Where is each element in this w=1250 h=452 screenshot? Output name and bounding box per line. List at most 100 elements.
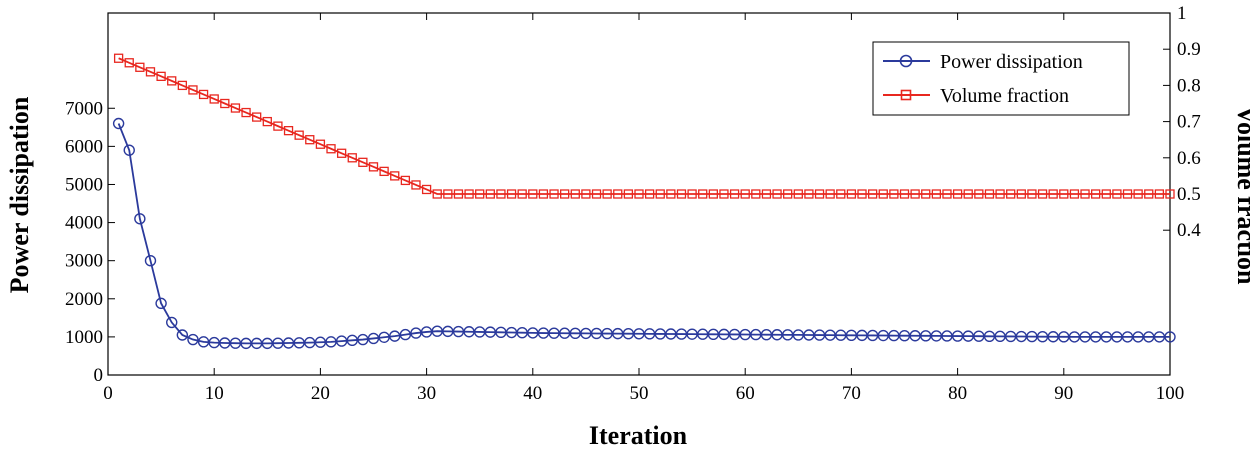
point-volume-fraction — [156, 71, 166, 81]
point-volume-fraction — [443, 189, 453, 199]
point-volume-fraction — [400, 175, 411, 186]
point-power-dissipation — [134, 213, 146, 225]
legend-box — [872, 41, 1130, 116]
point-volume-fraction — [273, 121, 283, 131]
point-volume-fraction — [634, 189, 644, 199]
point-power-dissipation — [389, 330, 401, 342]
point-volume-fraction — [220, 98, 230, 109]
legend-marker-volume-fraction — [900, 89, 912, 101]
y-tick-label-right: 0.5 — [1177, 184, 1201, 205]
y-tick-label-right: 1 — [1177, 3, 1187, 24]
point-power-dissipation — [378, 331, 390, 343]
point-volume-fraction — [1006, 189, 1016, 199]
point-volume-fraction — [1122, 189, 1133, 199]
point-power-dissipation — [1164, 331, 1176, 343]
point-volume-fraction — [464, 189, 474, 199]
point-volume-fraction — [549, 189, 559, 199]
point-volume-fraction — [666, 189, 676, 199]
y-tick-label-right: 0.4 — [1177, 220, 1201, 241]
point-volume-fraction — [506, 189, 517, 199]
y-tick-label-left: 6000 — [65, 136, 103, 157]
y-tick-label-left: 4000 — [65, 213, 103, 234]
point-volume-fraction — [475, 189, 485, 199]
x-tick-label: 10 — [205, 383, 224, 404]
point-volume-fraction — [867, 189, 878, 199]
y-tick-label-left: 1000 — [65, 327, 103, 348]
point-volume-fraction — [496, 189, 506, 199]
point-volume-fraction — [347, 153, 357, 163]
point-volume-fraction — [1091, 189, 1101, 199]
point-volume-fraction — [1037, 189, 1048, 199]
y-tick-label-left: 5000 — [65, 174, 103, 195]
x-tick-label: 50 — [630, 383, 649, 404]
point-volume-fraction — [857, 189, 867, 199]
point-volume-fraction — [644, 189, 655, 199]
point-volume-fraction — [804, 189, 814, 199]
point-volume-fraction — [145, 67, 156, 77]
point-volume-fraction — [294, 130, 304, 140]
point-volume-fraction — [135, 62, 145, 72]
point-volume-fraction — [538, 189, 549, 199]
point-volume-fraction — [761, 189, 772, 199]
point-volume-fraction — [1112, 189, 1122, 199]
point-volume-fraction — [825, 189, 835, 199]
point-volume-fraction — [591, 189, 602, 199]
point-power-dissipation — [367, 332, 380, 345]
point-volume-fraction — [793, 189, 803, 199]
y-tick-label-right: 0.8 — [1177, 75, 1201, 96]
point-volume-fraction — [602, 189, 612, 199]
point-volume-fraction — [719, 189, 729, 199]
point-volume-fraction — [517, 189, 527, 199]
y-tick-label-left: 7000 — [65, 98, 103, 119]
x-tick-label: 20 — [311, 383, 330, 404]
point-power-dissipation — [123, 144, 135, 156]
point-power-dissipation — [399, 328, 412, 341]
point-volume-fraction — [315, 139, 326, 149]
point-volume-fraction — [283, 126, 294, 136]
point-volume-fraction — [1059, 189, 1069, 199]
legend-marker-power-dissipation — [899, 54, 913, 68]
y-axis-title-left: Power dissipation — [5, 96, 34, 293]
point-volume-fraction — [729, 189, 740, 199]
x-tick-label: 30 — [417, 383, 436, 404]
point-volume-fraction — [177, 80, 187, 91]
point-volume-fraction — [305, 135, 315, 145]
point-volume-fraction — [326, 144, 336, 154]
y-tick-label-left: 3000 — [65, 251, 103, 272]
point-volume-fraction — [995, 189, 1005, 199]
point-volume-fraction — [687, 189, 697, 199]
x-tick-label: 80 — [948, 383, 967, 404]
point-volume-fraction — [1027, 189, 1037, 199]
point-volume-fraction — [485, 189, 495, 199]
point-volume-fraction — [188, 85, 198, 95]
point-volume-fraction — [528, 189, 538, 199]
point-volume-fraction — [963, 189, 973, 199]
point-volume-fraction — [113, 53, 124, 63]
x-tick-label: 0 — [103, 383, 113, 404]
point-volume-fraction — [899, 189, 910, 199]
y-tick-label-left: 0 — [94, 365, 104, 386]
point-power-dissipation — [176, 329, 189, 341]
point-power-dissipation — [166, 316, 178, 329]
point-volume-fraction — [1101, 189, 1111, 199]
point-volume-fraction — [1016, 189, 1026, 199]
point-volume-fraction — [910, 189, 920, 199]
point-volume-fraction — [772, 189, 782, 199]
x-tick-label: 90 — [1054, 383, 1073, 404]
point-power-dissipation — [144, 254, 157, 267]
point-volume-fraction — [889, 189, 899, 199]
point-volume-fraction — [1048, 189, 1058, 199]
point-volume-fraction — [358, 157, 368, 167]
point-volume-fraction — [740, 189, 750, 199]
point-volume-fraction — [209, 94, 219, 104]
point-power-dissipation — [357, 333, 369, 346]
legend: Power dissipation Volume fraction — [872, 41, 1130, 116]
point-power-dissipation — [112, 117, 125, 130]
point-volume-fraction — [453, 189, 464, 199]
y-tick-label-right: 0.6 — [1177, 148, 1201, 169]
point-volume-fraction — [1154, 189, 1165, 199]
x-axis-title: Iteration — [589, 421, 688, 450]
point-volume-fraction — [336, 148, 347, 158]
point-volume-fraction — [124, 58, 134, 68]
